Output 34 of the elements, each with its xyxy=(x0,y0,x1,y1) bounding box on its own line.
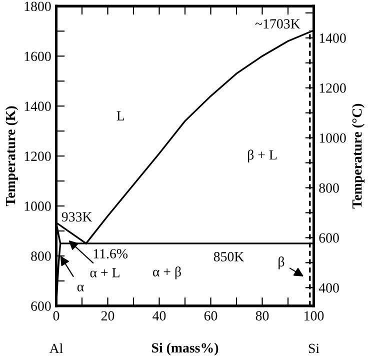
y-axis-title: Temperature (K) xyxy=(5,106,18,206)
y2-tick-label: 1400 xyxy=(320,33,346,43)
x-tick-label: 20 xyxy=(101,311,114,321)
y2-tick-label: 400 xyxy=(318,283,339,293)
text: Al xyxy=(49,343,63,353)
x-tick-label: 100 xyxy=(304,311,324,321)
y2-axis-title: Temperature (°C) xyxy=(352,104,365,209)
y2-tick-label: 600 xyxy=(319,233,339,243)
annotation: α + L xyxy=(90,268,120,278)
annotation: β xyxy=(278,256,284,270)
y-tick-label: 800 xyxy=(31,252,51,261)
annotation: ~1703K xyxy=(255,19,300,29)
annotation: 933K xyxy=(62,212,92,222)
y-tick-label: 1800 xyxy=(24,2,51,12)
y2-tick-label: 800 xyxy=(319,183,339,193)
annotation: L xyxy=(116,111,124,120)
annotation: α + β xyxy=(152,266,181,280)
y-tick-label: 1200 xyxy=(24,152,51,161)
x-tick-label: 0 xyxy=(53,311,60,321)
annotation: 11.6% xyxy=(94,249,128,258)
y2-tick-label: 1200 xyxy=(320,83,346,93)
annotation: α xyxy=(77,284,84,292)
x-axis-title: Si (mass%) xyxy=(152,342,218,356)
x-tick-label: 40 xyxy=(152,311,166,321)
annotation: 850K xyxy=(214,252,244,262)
x-tick-label: 60 xyxy=(204,311,218,321)
y2-tick-label: 1000 xyxy=(320,133,346,143)
x-tick-label: 80 xyxy=(256,311,269,321)
y-tick-label: 1000 xyxy=(24,202,51,211)
y-tick-label: 600 xyxy=(31,301,51,311)
annotation: β + L xyxy=(248,150,277,162)
y-tick-label: 1400 xyxy=(24,102,51,112)
text: Si xyxy=(308,344,320,354)
y-tick-label: 1600 xyxy=(24,52,51,62)
